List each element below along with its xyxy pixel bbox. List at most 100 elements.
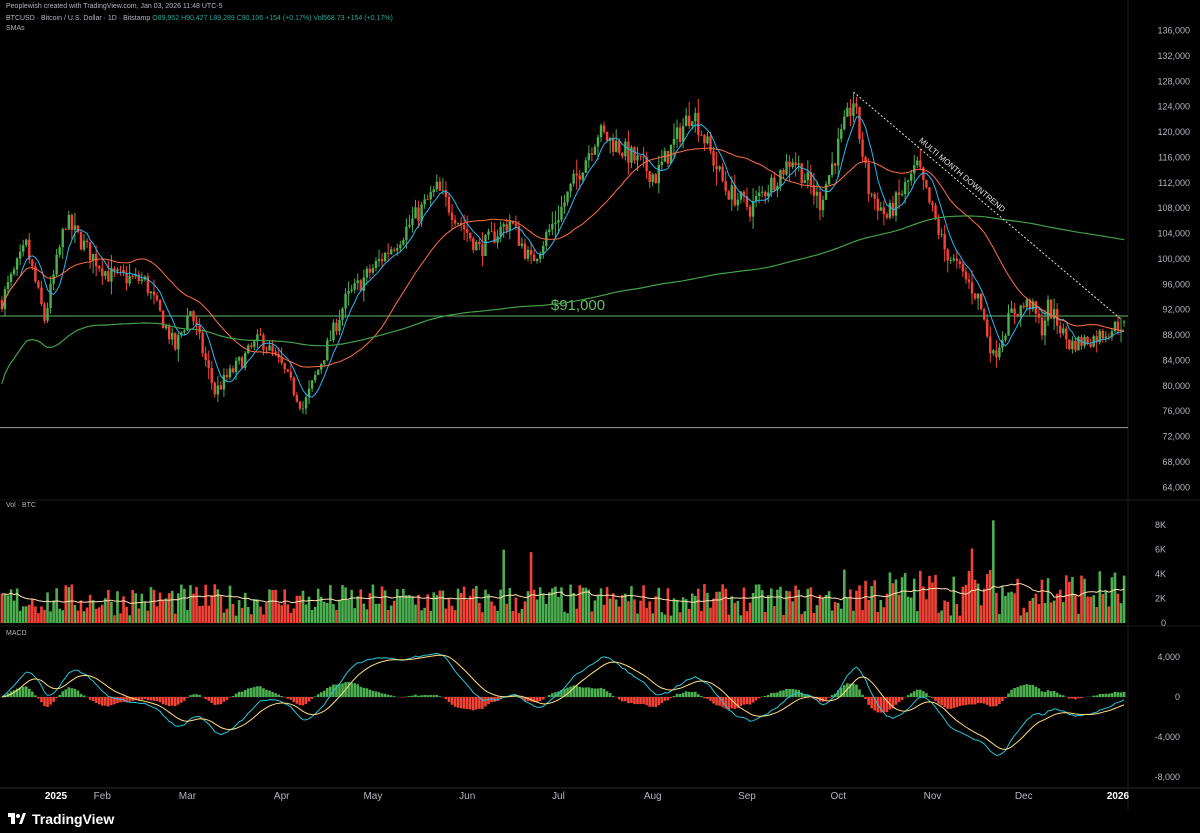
volume-bar xyxy=(405,595,408,623)
candle-body xyxy=(946,249,949,261)
volume-bar xyxy=(712,598,715,623)
time-tick-label: Aug xyxy=(644,791,662,802)
volume-bar xyxy=(365,609,369,623)
macd-histogram-bar xyxy=(1110,693,1114,697)
volume-bar xyxy=(982,588,986,623)
volume-bar xyxy=(341,585,344,623)
candle-body xyxy=(405,226,408,241)
candle-body xyxy=(724,181,727,192)
candle-body xyxy=(1065,328,1068,340)
macd-histogram-bar xyxy=(745,697,749,705)
volume-bar xyxy=(1001,586,1004,623)
macd-histogram-bar xyxy=(292,697,296,703)
candle-body xyxy=(374,261,378,269)
candle-body xyxy=(803,180,806,184)
volume-bar xyxy=(818,594,822,623)
macd-histogram-bar xyxy=(803,694,807,697)
volume-bar xyxy=(304,604,308,623)
volume-bar xyxy=(134,593,138,623)
macd-histogram-bar xyxy=(1061,695,1065,697)
macd-histogram-bar xyxy=(70,688,74,697)
volume-bar xyxy=(894,579,898,623)
candle-body xyxy=(456,222,460,224)
volume-bar xyxy=(1058,589,1062,623)
candle-body xyxy=(453,219,457,224)
volume-bar xyxy=(79,600,83,623)
candle-body xyxy=(113,268,116,271)
candle-body xyxy=(396,248,399,251)
volume-bar xyxy=(937,612,940,623)
candle-body xyxy=(304,397,308,409)
volume-bar xyxy=(240,607,244,623)
macd-histogram-bar xyxy=(970,697,974,705)
candle-body xyxy=(566,191,569,203)
macd-histogram-bar xyxy=(693,691,697,697)
macd-histogram-bar xyxy=(1040,691,1044,697)
macd-histogram-bar xyxy=(800,692,804,697)
candle-body xyxy=(800,163,803,184)
candle-body xyxy=(107,271,110,282)
volume-bar xyxy=(426,594,429,623)
volume-bar xyxy=(879,599,883,623)
candle-body xyxy=(675,127,679,139)
volume-bar xyxy=(602,604,606,623)
macd-histogram-bar xyxy=(73,688,77,697)
volume-bar xyxy=(468,595,472,623)
candle-body xyxy=(240,357,244,368)
indicator-label[interactable]: SMAs xyxy=(6,25,25,32)
volume-bar xyxy=(979,605,983,623)
macd-histogram-bar xyxy=(666,697,670,701)
volume-bar xyxy=(876,612,880,623)
macd-histogram-bar xyxy=(541,697,545,700)
candle-body xyxy=(882,207,886,215)
candle-body xyxy=(298,401,302,409)
macd-histogram-bar xyxy=(192,694,195,697)
candle-body xyxy=(438,181,442,191)
volume-bar xyxy=(803,611,807,623)
candle-body xyxy=(259,334,262,336)
volume-bar xyxy=(58,608,61,623)
volume-bar xyxy=(532,589,536,623)
macd-histogram-bar xyxy=(134,697,138,701)
volume-bar xyxy=(475,585,478,623)
volume-bar xyxy=(319,596,323,623)
macd-histogram-bar xyxy=(833,693,837,697)
candle-body xyxy=(295,394,299,402)
macd-histogram-bar xyxy=(1010,689,1013,697)
candle-body xyxy=(280,357,283,364)
macd-histogram-bar xyxy=(125,697,128,703)
candle-body xyxy=(31,259,34,267)
macd-histogram-bar xyxy=(271,691,274,697)
volume-pane-label[interactable]: Vol · BTC xyxy=(6,502,36,509)
macd-histogram-bar xyxy=(587,687,591,697)
volume-bar xyxy=(389,605,393,623)
candle-body xyxy=(639,155,642,157)
macd-histogram-bar xyxy=(386,694,390,697)
volume-bar xyxy=(675,599,679,623)
macd-histogram-bar xyxy=(806,694,810,697)
macd-histogram-bar xyxy=(934,697,937,701)
candle-body xyxy=(572,173,575,184)
macd-histogram-bar xyxy=(1058,694,1062,697)
candle-body xyxy=(289,371,293,378)
candle-body xyxy=(435,181,438,190)
macd-histogram-bar xyxy=(1055,692,1059,697)
macd-tick-label: 4,000 xyxy=(1157,652,1180,662)
candle-body xyxy=(67,214,71,230)
candle-body xyxy=(1025,299,1028,308)
macd-histogram-bar xyxy=(499,697,502,700)
macd-histogram-bar xyxy=(67,687,71,697)
macd-histogram-bar xyxy=(651,697,655,707)
volume-bar xyxy=(809,587,813,623)
volume-bar xyxy=(143,601,147,623)
candle-body xyxy=(529,249,533,255)
macd-histogram-bar xyxy=(648,697,651,707)
macd-pane-label[interactable]: MACD xyxy=(6,630,27,637)
macd-histogram-bar xyxy=(879,697,883,713)
macd-histogram-bar xyxy=(1043,691,1047,697)
macd-histogram-bar xyxy=(432,695,436,697)
candle-body xyxy=(867,162,870,195)
time-tick-label: Apr xyxy=(274,791,290,802)
volume-bar xyxy=(773,606,776,623)
